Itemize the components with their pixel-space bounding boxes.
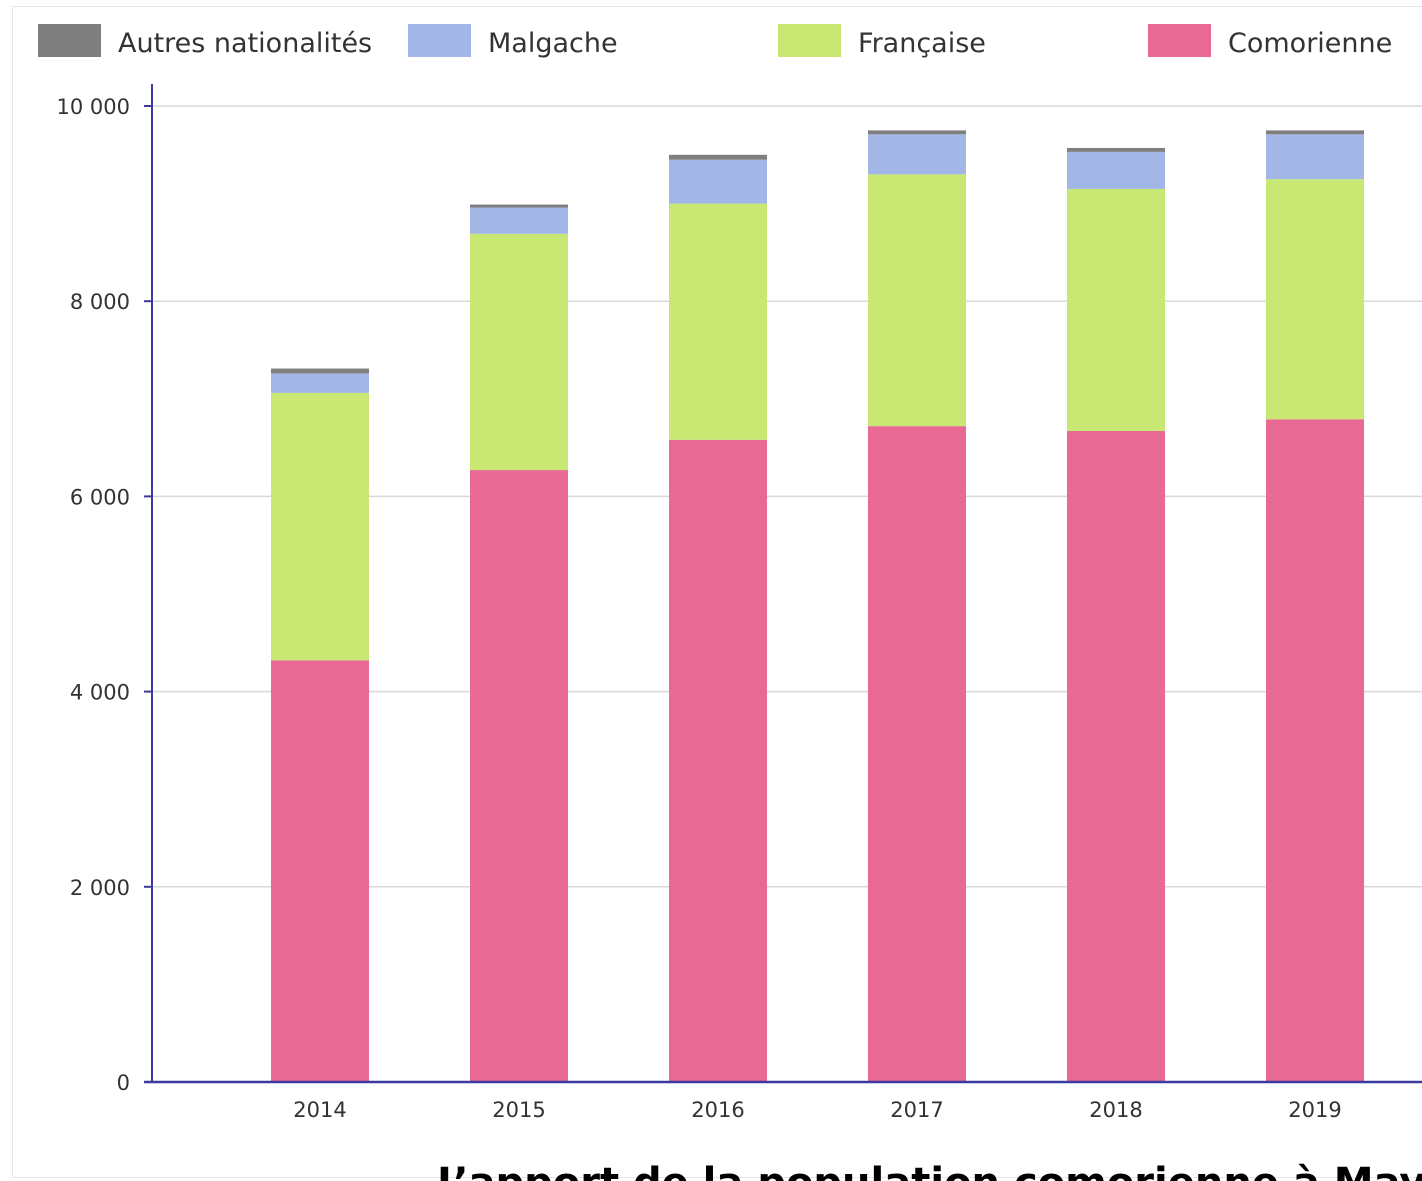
- legend-swatch: [38, 24, 101, 57]
- x-tick-label: 2014: [293, 1098, 346, 1122]
- legend: Autres nationalités Malgache Française Como…: [38, 24, 1392, 59]
- bar-segment: [1266, 130, 1364, 135]
- bars: [271, 130, 1364, 1083]
- legend-label: Comorienne: [1228, 28, 1392, 59]
- bar-segment: [271, 373, 369, 393]
- y-tick-label: 8 000: [70, 290, 130, 314]
- bar-segment: [470, 470, 568, 1083]
- bar-segment: [470, 207, 568, 234]
- bar-segment: [470, 204, 568, 208]
- bar-segment: [470, 233, 568, 471]
- bar-segment: [1266, 419, 1364, 1082]
- y-tick-label: 2 000: [70, 876, 130, 900]
- tick-labels: 0 2 000 4 000 6 000 8 000 10 000 2014 2015 2016 2…: [57, 95, 1342, 1122]
- x-tick-label: 2017: [890, 1098, 943, 1122]
- bar-segment: [1067, 431, 1165, 1082]
- axes: [144, 84, 1422, 1084]
- bar-segment: [669, 439, 767, 1082]
- x-tick-label: 2018: [1089, 1098, 1142, 1122]
- bar-segment: [1266, 134, 1364, 180]
- bar-segment: [669, 159, 767, 204]
- bar-segment: [868, 174, 966, 427]
- legend-label: Malgache: [488, 28, 618, 59]
- legend-swatch: [778, 24, 841, 57]
- y-tick-label: 6 000: [70, 485, 130, 509]
- bar-segment: [1067, 188, 1165, 432]
- legend-label: Autres nationalités: [118, 28, 372, 59]
- bar-segment: [868, 130, 966, 135]
- bar-segment: [271, 660, 369, 1082]
- x-tick-label: 2019: [1288, 1098, 1341, 1122]
- bar-segment: [271, 392, 369, 661]
- bar-segment: [271, 368, 369, 374]
- y-tick-label: 4 000: [70, 681, 130, 705]
- x-tick-label: 2015: [492, 1098, 545, 1122]
- bar-segment: [1266, 179, 1364, 420]
- x-tick-label: 2016: [691, 1098, 744, 1122]
- bar-segment: [669, 154, 767, 160]
- bar-segment: [868, 134, 966, 175]
- legend-swatch: [1148, 24, 1211, 57]
- bar-segment: [1067, 151, 1165, 189]
- legend-label: Française: [858, 28, 986, 59]
- y-tick-label: 10 000: [57, 95, 130, 119]
- y-tick-label: 0: [117, 1071, 130, 1095]
- bar-segment: [868, 426, 966, 1082]
- legend-swatch: [408, 24, 471, 57]
- caption: L’apport de la population comorienne à M…: [437, 1160, 1422, 1181]
- bar-segment: [669, 203, 767, 440]
- bar-segment: [1067, 147, 1165, 152]
